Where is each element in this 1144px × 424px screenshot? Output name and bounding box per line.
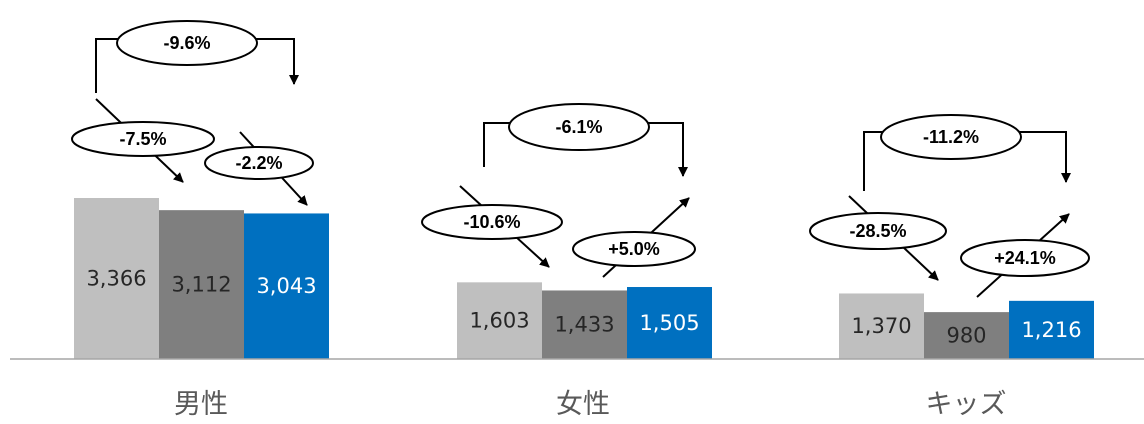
step2-change-label-kids: +24.1% — [994, 248, 1056, 268]
overall-change-callout-kids: -11.2% — [863, 114, 1071, 191]
step2-change-callout-women: +5.0% — [572, 197, 696, 278]
bar-kids-1 — [839, 293, 924, 359]
bar-men-1 — [74, 198, 159, 359]
bar-women-1 — [457, 282, 542, 359]
value-label-women-2: 1,433 — [554, 313, 614, 337]
bar-women-3 — [627, 287, 712, 359]
value-label-men-1: 3,366 — [86, 267, 146, 291]
overall-change-label-men: -9.6% — [163, 33, 210, 53]
bar-men-3 — [244, 213, 329, 359]
step1-change-label-women: -10.6% — [463, 212, 520, 232]
step1-change-label-men: -7.5% — [119, 129, 166, 149]
step2-change-callout-men: -2.2% — [204, 131, 314, 206]
overall-change-callout-women: -6.1% — [483, 103, 688, 177]
step1-change-label-kids: -28.5% — [849, 221, 906, 241]
step1-change-callout-men: -7.5% — [71, 98, 215, 183]
overall-change-callout-men: -9.6% — [95, 20, 299, 93]
value-label-women-1: 1,603 — [469, 309, 529, 333]
step1-change-callout-women: -10.6% — [421, 185, 563, 268]
value-label-kids-1: 1,370 — [851, 314, 911, 338]
value-label-kids-3: 1,216 — [1021, 318, 1081, 342]
category-label-men: 男性 — [174, 389, 228, 420]
step1-change-callout-kids: -28.5% — [809, 195, 947, 281]
value-label-women-3: 1,505 — [639, 311, 699, 335]
step2-change-label-women: +5.0% — [608, 239, 660, 259]
bar-men-2 — [159, 210, 244, 359]
overall-change-label-kids: -11.2% — [923, 127, 979, 147]
category-label-women: 女性 — [556, 389, 610, 420]
value-label-men-3: 3,043 — [256, 274, 316, 298]
step2-change-label-men: -2.2% — [235, 153, 282, 173]
category-label-kids: キッズ — [926, 389, 1007, 420]
bar-kids-2 — [924, 312, 1009, 359]
overall-change-label-women: -6.1% — [555, 117, 602, 137]
value-label-men-2: 3,112 — [171, 273, 231, 297]
bar-kids-3 — [1009, 300, 1094, 359]
value-label-kids-2: 980 — [946, 324, 986, 348]
bar-women-2 — [542, 290, 627, 359]
step2-change-callout-kids: +24.1% — [960, 213, 1090, 298]
